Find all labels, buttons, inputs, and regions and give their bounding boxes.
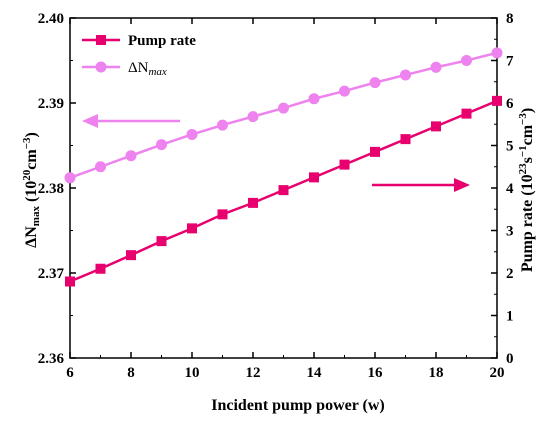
delta-n-max-point bbox=[339, 85, 350, 97]
right-tick-label: 8 bbox=[506, 11, 514, 27]
legend-pump-rate-marker bbox=[96, 35, 106, 45]
pump-rate-point bbox=[431, 121, 441, 132]
delta-n-max-point bbox=[278, 102, 289, 114]
legend-delta-n-max-marker bbox=[95, 61, 107, 73]
pump-rate-point bbox=[126, 250, 136, 261]
legend-delta-n-max-label: ΔNmax bbox=[128, 60, 167, 78]
x-tick-label: 12 bbox=[246, 365, 261, 381]
pump-rate-point bbox=[278, 185, 289, 196]
delta-n-max-point bbox=[308, 93, 320, 105]
delta-n-max-point bbox=[217, 119, 228, 131]
delta-n-max-point bbox=[369, 77, 381, 89]
left-arrow-head bbox=[82, 114, 98, 128]
left-tick-label: 2.36 bbox=[38, 351, 65, 367]
pump-rate-point bbox=[309, 172, 319, 183]
right-axis-title: Pump rate (1023s−1cm−3) bbox=[517, 108, 536, 272]
x-tick-label: 18 bbox=[429, 365, 444, 381]
delta-n-max-point bbox=[125, 150, 137, 162]
right-axis-ticks: 0 1 2 3 4 5 6 7 8 bbox=[491, 11, 514, 367]
right-tick-label: 7 bbox=[506, 54, 514, 70]
right-tick-label: 2 bbox=[506, 266, 514, 282]
delta-n-max-point bbox=[461, 55, 472, 66]
x-tick-label: 8 bbox=[127, 365, 135, 381]
x-tick-label: 16 bbox=[368, 365, 384, 381]
pump-rate-point bbox=[156, 236, 167, 247]
pump-rate-point bbox=[248, 197, 258, 208]
axis-annotation-arrows bbox=[82, 114, 470, 192]
right-tick-label: 1 bbox=[506, 309, 514, 325]
delta-n-max-point bbox=[156, 139, 167, 151]
right-tick-label: 6 bbox=[506, 96, 514, 112]
delta-n-max-point bbox=[491, 47, 503, 59]
delta-n-max-point bbox=[95, 161, 106, 173]
pump-rate-point bbox=[339, 159, 350, 170]
x-axis-title: Incident pump power (w) bbox=[211, 397, 385, 414]
x-tick-label: 20 bbox=[490, 365, 505, 381]
series-delta-n-max-points bbox=[64, 47, 503, 184]
x-tick-label: 10 bbox=[185, 365, 200, 381]
x-tick-label: 6 bbox=[66, 365, 74, 381]
delta-n-max-point bbox=[186, 128, 198, 140]
x-axis-ticks: 6 8 10 12 14 16 18 20 bbox=[66, 18, 505, 381]
pump-rate-point bbox=[95, 263, 106, 274]
delta-n-max-point bbox=[400, 69, 411, 81]
pump-rate-point bbox=[65, 276, 75, 287]
pump-rate-point bbox=[461, 108, 472, 119]
right-tick-label: 5 bbox=[506, 139, 514, 155]
left-axis-title: ΔNmax (1020cm−3) bbox=[21, 132, 42, 248]
delta-n-max-point bbox=[430, 61, 442, 73]
right-arrow-head bbox=[454, 178, 470, 192]
right-tick-label: 0 bbox=[506, 351, 514, 367]
left-tick-label: 2.40 bbox=[38, 11, 64, 27]
legend: Pump rate ΔNmax bbox=[82, 33, 196, 78]
left-tick-label: 2.39 bbox=[38, 96, 64, 112]
delta-n-max-point bbox=[247, 111, 259, 123]
left-tick-label: 2.37 bbox=[38, 266, 65, 282]
right-tick-label: 3 bbox=[506, 224, 514, 240]
left-axis-ticks: 2.36 2.37 2.38 2.39 2.40 bbox=[38, 11, 76, 367]
pump-rate-point bbox=[187, 223, 197, 234]
delta-n-max-point bbox=[64, 172, 76, 184]
pump-rate-point bbox=[217, 209, 228, 220]
pump-rate-point bbox=[400, 134, 411, 145]
pump-rate-point bbox=[370, 146, 380, 157]
series-pump-rate-points bbox=[65, 95, 502, 287]
left-tick-label: 2.38 bbox=[38, 181, 64, 197]
x-tick-label: 14 bbox=[307, 365, 323, 381]
right-tick-label: 4 bbox=[506, 181, 514, 197]
pump-rate-point bbox=[492, 95, 502, 106]
legend-pump-rate-label: Pump rate bbox=[128, 33, 196, 49]
